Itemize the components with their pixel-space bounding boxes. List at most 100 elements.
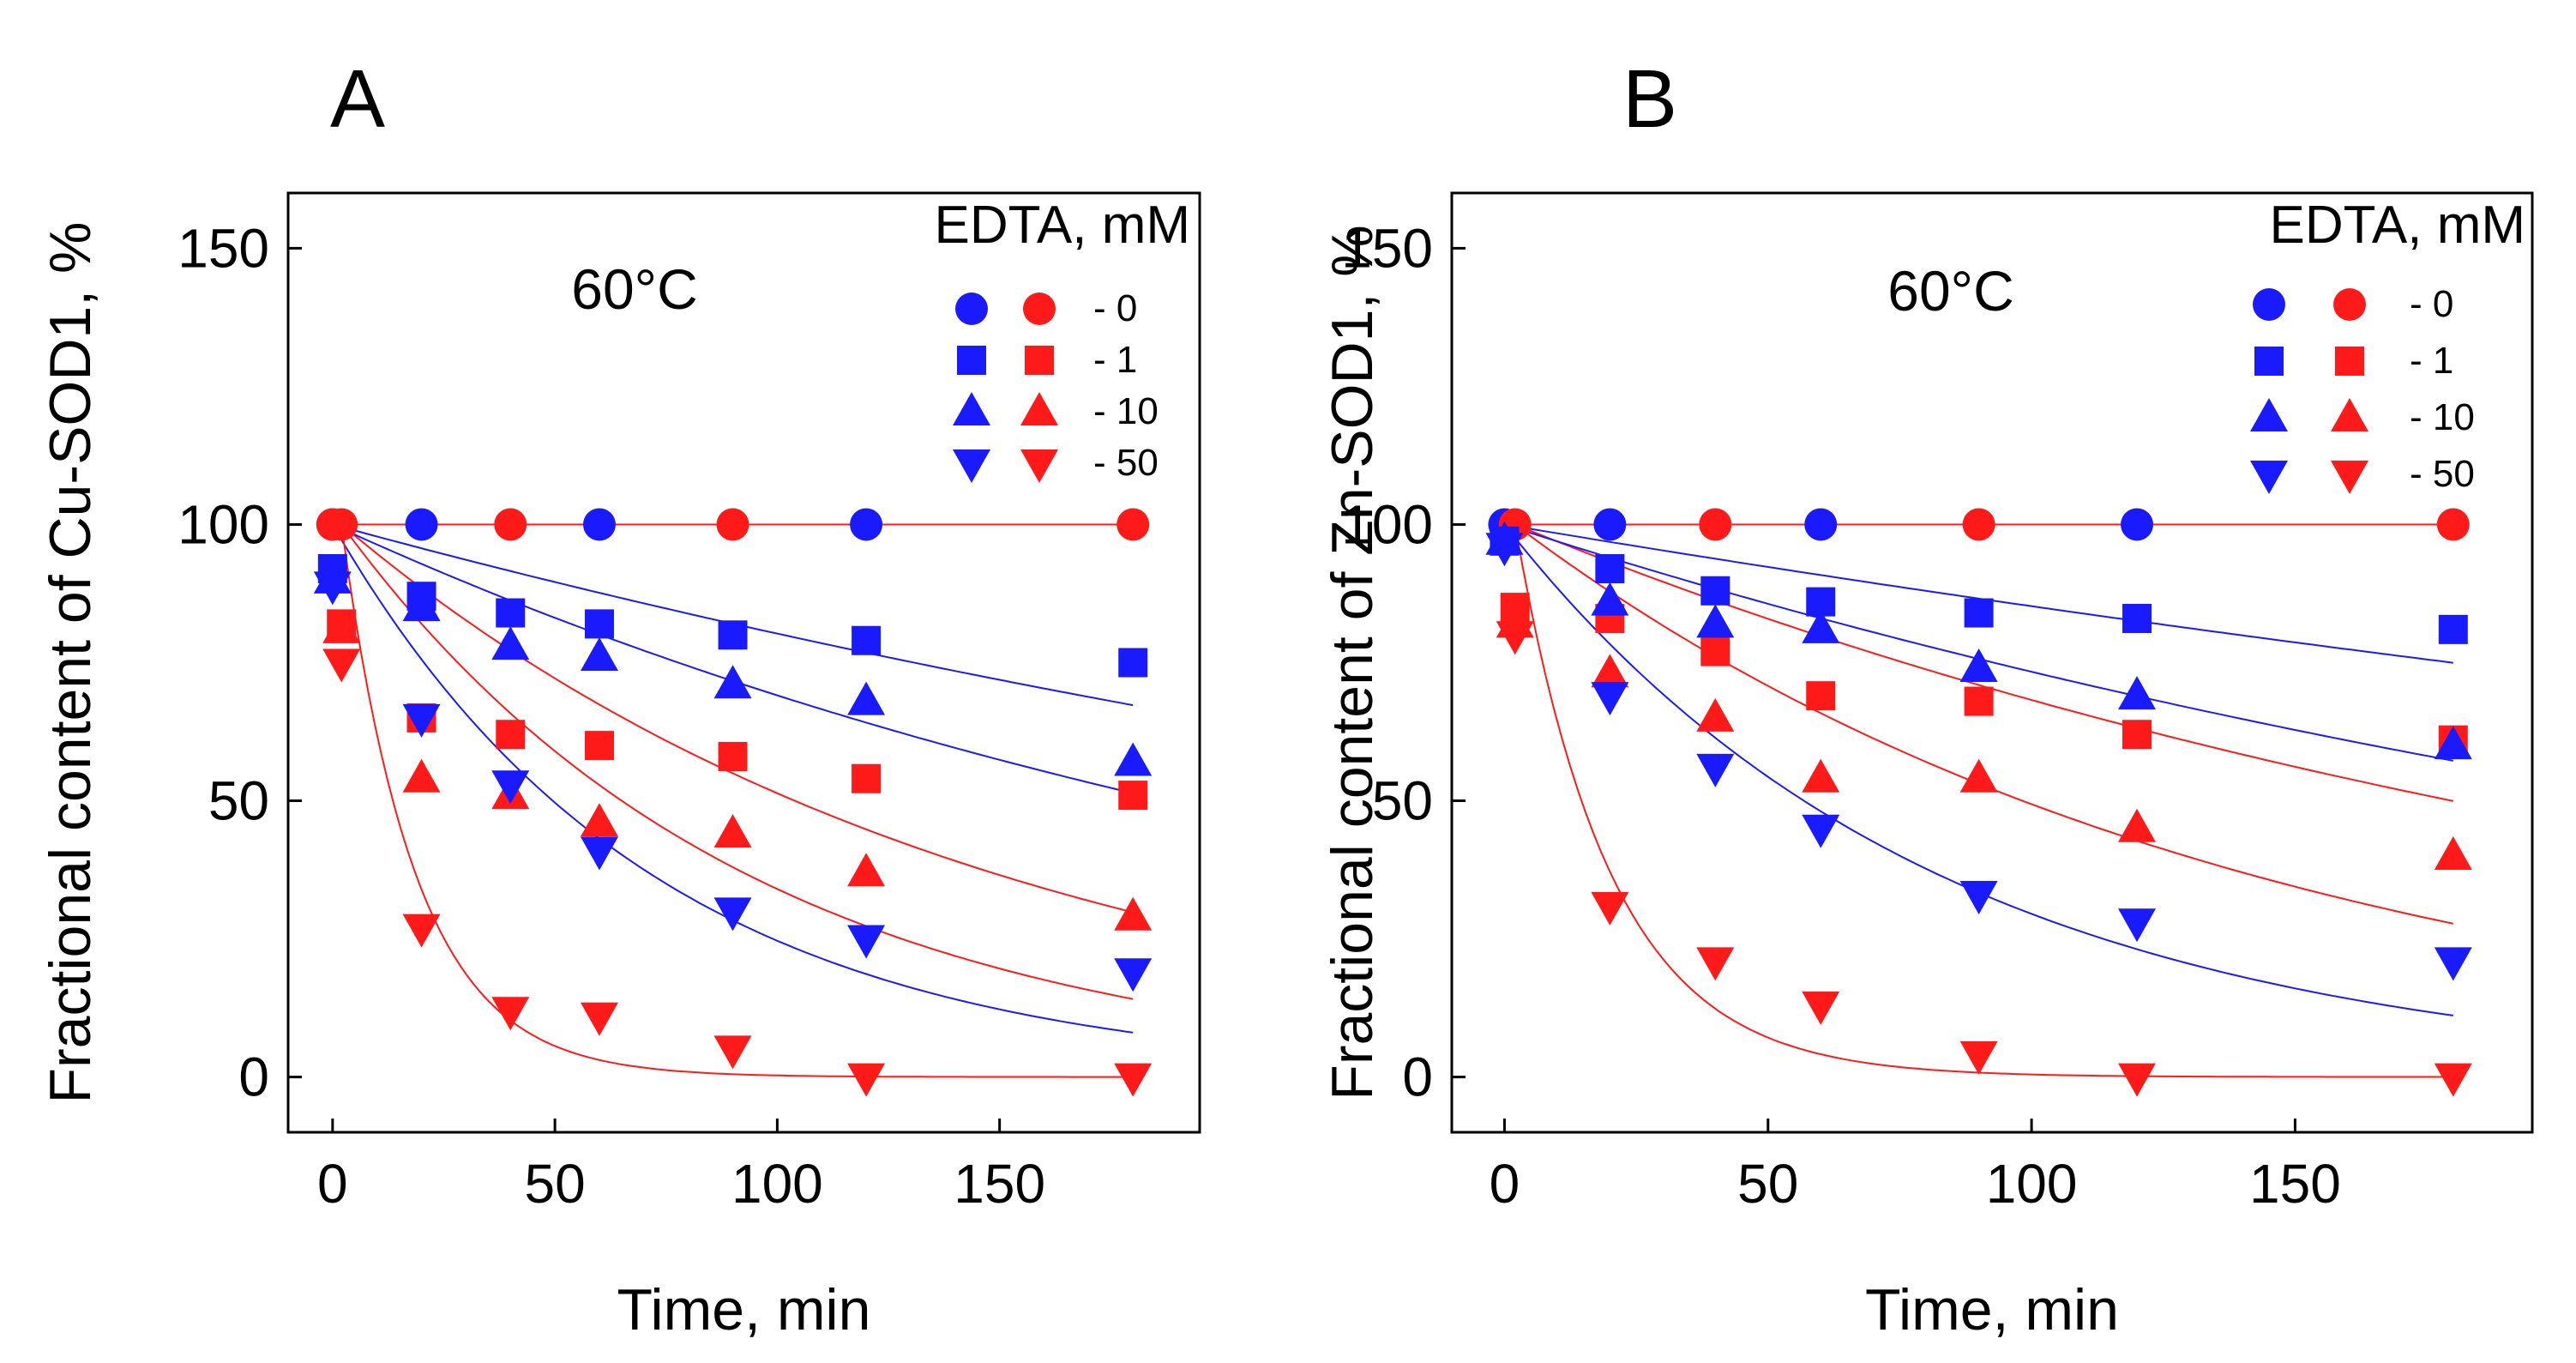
data-point — [580, 1002, 618, 1036]
legend-label: - 50 — [2410, 453, 2475, 495]
data-point — [2121, 508, 2154, 541]
data-point — [2122, 720, 2152, 750]
data-point — [1802, 991, 1840, 1025]
data-point — [1591, 582, 1629, 616]
data-point — [1802, 814, 1840, 848]
data-point — [1591, 682, 1629, 716]
data-point — [584, 731, 614, 761]
data-point — [716, 508, 749, 541]
chart-panel-b: B 0 50 100 150 0 50 100 150 Time, min Fractional c… — [1320, 53, 2534, 1342]
data-point — [847, 853, 886, 887]
data-point — [1496, 621, 1534, 655]
data-point — [852, 763, 882, 793]
x-tick-label: 0 — [1490, 1153, 1520, 1215]
legend-marker-red — [1020, 392, 1058, 425]
data-point — [405, 508, 438, 541]
data-point — [2434, 947, 2472, 981]
data-point — [491, 626, 530, 660]
series-edta-10-blue — [1485, 521, 2472, 760]
data-point — [850, 508, 883, 541]
data-point — [2118, 676, 2157, 710]
fit-curve — [1514, 524, 2453, 1078]
x-tick-label: 150 — [954, 1153, 1045, 1215]
legend-marker-red — [2331, 461, 2368, 494]
data-point — [1964, 686, 1994, 716]
x-tick-label: 50 — [1737, 1153, 1798, 1215]
y-axis-label: Fractional content of Zn-SOD1, % — [1320, 225, 1385, 1100]
data-point — [847, 925, 886, 959]
data-point — [1806, 681, 1836, 711]
y-tick-label: 100 — [1341, 493, 1433, 555]
legend: EDTA, mM - 0 - 1 - 10 - 50 — [935, 196, 1191, 484]
data-point — [713, 814, 752, 848]
data-point — [1114, 958, 1153, 992]
series-edta-50-blue — [1485, 533, 2472, 981]
data-point — [1700, 636, 1730, 666]
data-point — [713, 665, 752, 699]
data-point — [852, 625, 882, 655]
data-point — [1118, 781, 1148, 811]
data-point — [496, 598, 526, 628]
data-point — [402, 914, 441, 948]
panel-label: B — [1622, 53, 1677, 145]
series-edta-50-red — [1496, 621, 2472, 1097]
panel-label: A — [330, 53, 385, 145]
chart-panel-a: A 0 50 100 150 0 50 100 150 Time, min Fractional c… — [38, 53, 1201, 1342]
legend-label: - 50 — [1093, 442, 1159, 484]
series-edta-1-red — [1500, 593, 2468, 755]
data-point — [1114, 742, 1153, 776]
y-tick-label: 150 — [178, 217, 269, 279]
legend-label: - 1 — [2410, 340, 2453, 382]
fit-curve — [332, 524, 1134, 1034]
legend-marker-blue — [953, 392, 990, 425]
data-point — [2118, 908, 2157, 943]
plot-frame — [1450, 191, 2534, 1134]
data-point — [1699, 508, 1732, 541]
legend-marker-blue — [2253, 288, 2285, 321]
legend-marker-blue — [957, 346, 986, 375]
legend-marker-red — [2335, 347, 2364, 376]
data-point — [847, 681, 886, 715]
legend-marker-blue — [2250, 461, 2288, 494]
legend-title: EDTA, mM — [2270, 196, 2526, 255]
legend-marker-red — [2333, 288, 2366, 321]
plot-frame — [286, 191, 1201, 1134]
data-point — [1962, 508, 1995, 541]
data-point — [1959, 648, 1998, 682]
data-point — [2438, 614, 2468, 644]
y-tick-label: 100 — [178, 493, 269, 555]
data-point — [1591, 654, 1629, 688]
series-edta-50-blue — [313, 571, 1153, 992]
x-axis-label: Time, min — [617, 1277, 871, 1342]
legend-label: - 0 — [2410, 283, 2453, 325]
fit-curve — [1504, 523, 2453, 664]
series-edta-10-red — [322, 609, 1153, 931]
data-point — [1595, 554, 1625, 583]
data-point — [1959, 881, 1998, 915]
y-tick-label: 0 — [1402, 1046, 1433, 1108]
x-tick-label: 0 — [317, 1153, 348, 1215]
legend-label: - 0 — [1093, 287, 1137, 329]
data-point — [1114, 896, 1153, 931]
temperature-annotation: 60°C — [571, 257, 697, 321]
x-tick-label: 50 — [525, 1153, 586, 1215]
data-point — [322, 609, 361, 643]
data-point — [580, 637, 618, 672]
data-point — [2434, 726, 2472, 760]
data-point — [1804, 508, 1838, 541]
legend-marker-red — [2331, 398, 2368, 431]
data-point — [491, 770, 530, 805]
y-tick-label: 50 — [1372, 770, 1433, 832]
legend-label: - 1 — [1093, 339, 1137, 381]
data-point — [584, 609, 614, 639]
data-point — [1964, 598, 1994, 628]
data-point — [402, 758, 441, 793]
data-point — [1118, 648, 1148, 678]
data-point — [1116, 508, 1150, 541]
fit-curve — [340, 523, 1134, 914]
y-tick-label: 0 — [238, 1046, 269, 1108]
x-tick-label: 150 — [2249, 1153, 2341, 1215]
data-point — [847, 1063, 886, 1097]
data-point — [2434, 1063, 2472, 1097]
